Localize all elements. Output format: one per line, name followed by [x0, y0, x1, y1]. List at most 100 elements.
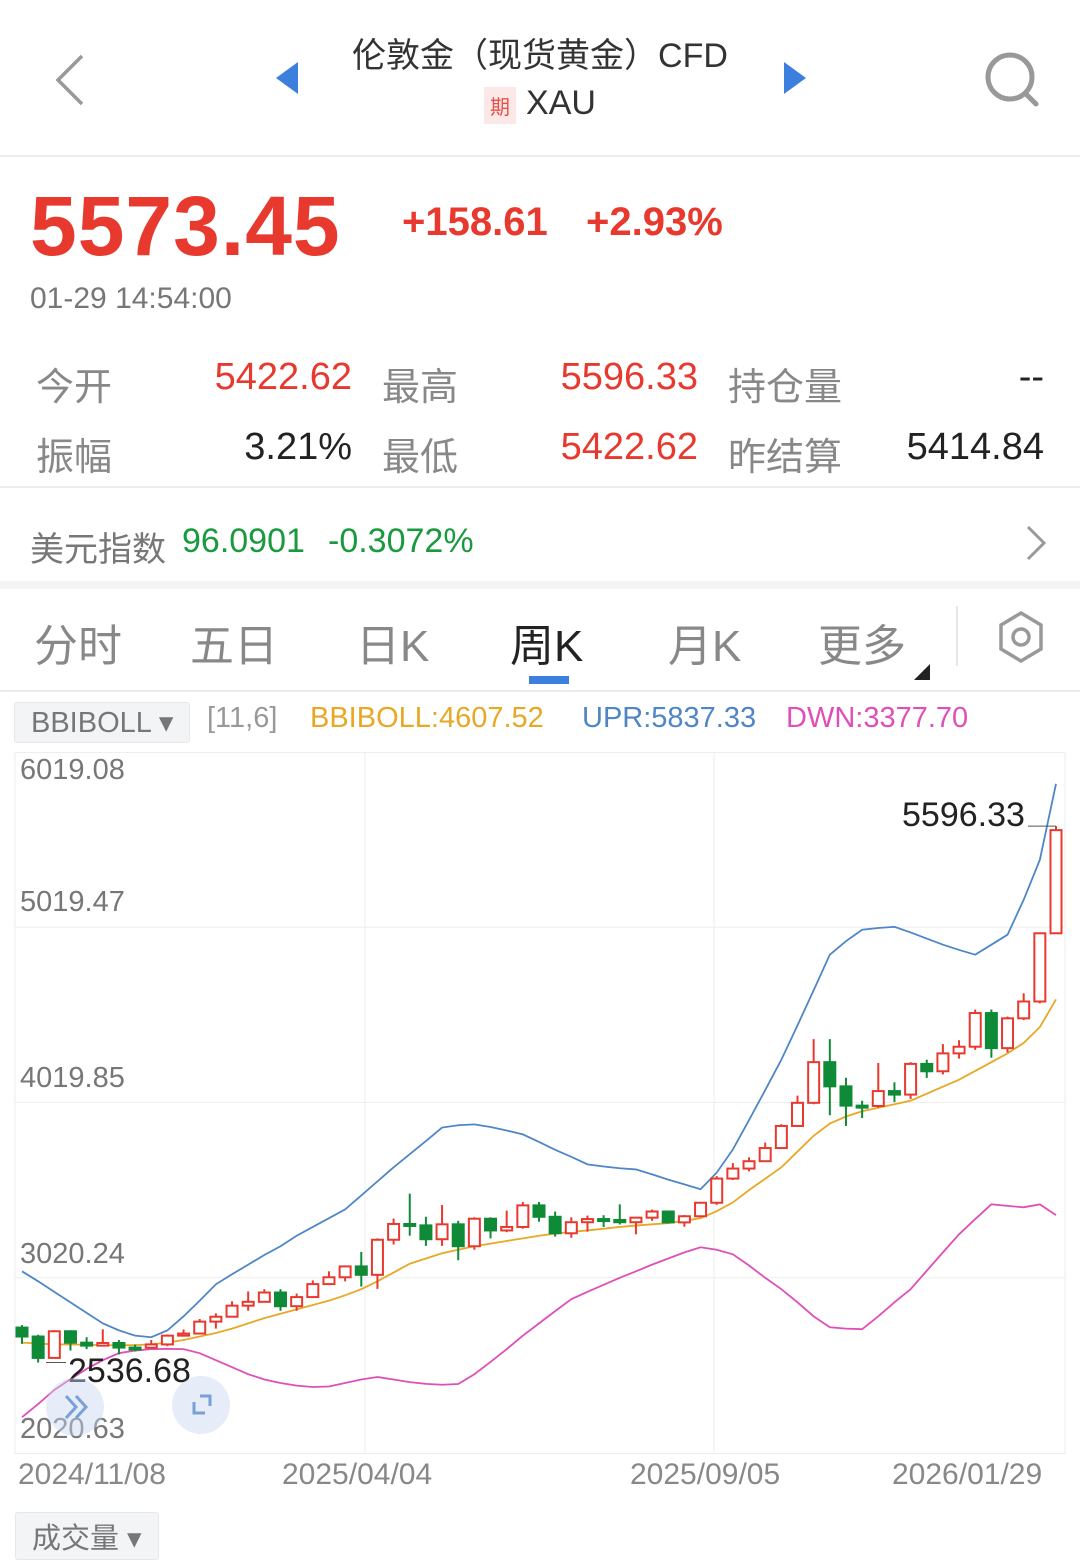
- dxy-change: -0.3072%: [328, 522, 474, 560]
- x-tick-label: 2025/09/05: [630, 1458, 781, 1491]
- candle-body: [613, 1218, 627, 1224]
- chevron-right-icon: [1026, 525, 1047, 561]
- tab-five-day[interactable]: 五日: [190, 622, 278, 671]
- candle-body: [564, 1221, 578, 1235]
- volume-selector[interactable]: 成交量 ▾: [15, 1512, 159, 1560]
- indicator-params: [11,6]: [207, 702, 278, 734]
- dollar-index-row[interactable]: 美元指数 96.0901 -0.3072%: [0, 490, 1080, 580]
- stat-label-open: 今开: [36, 367, 113, 409]
- x-tick-label: 2025/04/04: [282, 1458, 433, 1491]
- candle-body: [451, 1223, 465, 1248]
- active-tab-indicator: [529, 676, 569, 684]
- candle-body: [774, 1124, 788, 1150]
- indicator-mid-value: BBIBOLL:4607.52: [310, 702, 544, 734]
- stat-label-prev-settle: 昨结算: [728, 437, 843, 479]
- dxy-label: 美元指数: [30, 531, 166, 569]
- settings-icon[interactable]: [996, 610, 1046, 664]
- candle-body: [15, 1326, 29, 1338]
- band-line-upr: [21, 783, 1057, 1339]
- symbol: XAU: [526, 84, 596, 122]
- stat-value-open-interest: --: [1018, 356, 1044, 398]
- y-tick-label: 3020.24: [20, 1238, 125, 1270]
- candle-body: [225, 1304, 239, 1318]
- candle-body: [677, 1215, 691, 1224]
- candle-body: [484, 1217, 498, 1232]
- y-tick-label: 5019.47: [20, 886, 125, 918]
- candle-body: [403, 1222, 417, 1227]
- indicator-upper-value: UPR:5837.33: [582, 702, 757, 734]
- candle-body: [387, 1222, 401, 1241]
- candle-body: [31, 1335, 45, 1359]
- candle-body: [274, 1291, 287, 1308]
- candle-body: [241, 1300, 255, 1307]
- tab-weekly-k[interactable]: 周K: [510, 622, 584, 671]
- stat-value-low: 5422.62: [560, 426, 698, 468]
- candle-body: [193, 1320, 207, 1335]
- scroll-to-latest-button[interactable]: [46, 1378, 104, 1436]
- candle-body: [370, 1238, 384, 1276]
- candle-body: [580, 1218, 594, 1224]
- dropdown-corner-icon: [914, 664, 930, 680]
- candle-body: [177, 1332, 191, 1337]
- candle-body: [144, 1343, 158, 1349]
- candle-body: [758, 1147, 772, 1163]
- candle-body: [47, 1330, 61, 1359]
- candle-body: [419, 1224, 433, 1241]
- candle-body: [661, 1210, 675, 1224]
- candle-body: [128, 1346, 142, 1351]
- tab-intraday[interactable]: 分时: [34, 622, 122, 671]
- expand-icon: [192, 1394, 212, 1415]
- candle-body: [290, 1296, 304, 1308]
- prev-arrow-icon[interactable]: [274, 62, 300, 94]
- candle-body: [80, 1341, 94, 1347]
- y-tick-label: 2020.63: [20, 1413, 125, 1445]
- divider: [0, 155, 1080, 157]
- candle-body: [63, 1330, 77, 1344]
- candle-body: [726, 1167, 740, 1180]
- stat-label-amplitude: 振幅: [36, 437, 113, 479]
- next-arrow-icon[interactable]: [782, 62, 808, 94]
- candle-body: [532, 1204, 546, 1218]
- last-price: 5573.45: [30, 179, 341, 273]
- indicator-selector[interactable]: BBIBOLL ▾: [14, 702, 191, 743]
- candle-body: [209, 1315, 223, 1323]
- candle-body: [500, 1225, 514, 1232]
- candle-body: [936, 1052, 950, 1073]
- candle-body: [920, 1062, 934, 1073]
- candle-body: [855, 1104, 869, 1109]
- tab-monthly-k[interactable]: 月K: [668, 622, 742, 671]
- candle-body: [952, 1045, 966, 1055]
- stat-value-amplitude: 3.21%: [244, 426, 352, 468]
- candle-body: [338, 1265, 352, 1279]
- divider: [0, 690, 1080, 692]
- candle-body: [984, 1012, 998, 1050]
- candle-body: [112, 1342, 126, 1349]
- max-price-label: 5596.33: [902, 796, 1025, 834]
- x-tick-label: 2024/11/08: [18, 1458, 166, 1491]
- band-line-bbiboll: [21, 999, 1057, 1347]
- candle-body: [597, 1218, 611, 1223]
- candle-body: [710, 1177, 724, 1204]
- price-change-pct: +2.93%: [586, 200, 723, 244]
- candle-body: [257, 1291, 271, 1303]
- tab-more[interactable]: 更多: [818, 622, 906, 671]
- candle-body: [629, 1216, 643, 1224]
- fullscreen-button[interactable]: [172, 1376, 230, 1434]
- stat-value-prev-settle: 5414.84: [906, 426, 1044, 468]
- divider: [956, 606, 958, 666]
- stat-label-high: 最高: [382, 367, 459, 409]
- divider: [0, 486, 1080, 488]
- candle-body: [823, 1061, 837, 1088]
- candle-body: [887, 1090, 901, 1096]
- candle-body: [160, 1334, 174, 1346]
- candle-body: [354, 1265, 368, 1276]
- stat-label-low: 最低: [382, 437, 459, 479]
- candle-body: [871, 1090, 885, 1107]
- divider: [0, 581, 1080, 589]
- candlestick-chart[interactable]: [0, 752, 1080, 1454]
- stat-label-open-interest: 持仓量: [728, 367, 843, 409]
- tab-daily-k[interactable]: 日K: [356, 622, 430, 671]
- instrument-symbol-row: 期 XAU: [0, 84, 1080, 124]
- chevron-left-icon[interactable]: [50, 52, 90, 108]
- search-icon[interactable]: [982, 50, 1042, 110]
